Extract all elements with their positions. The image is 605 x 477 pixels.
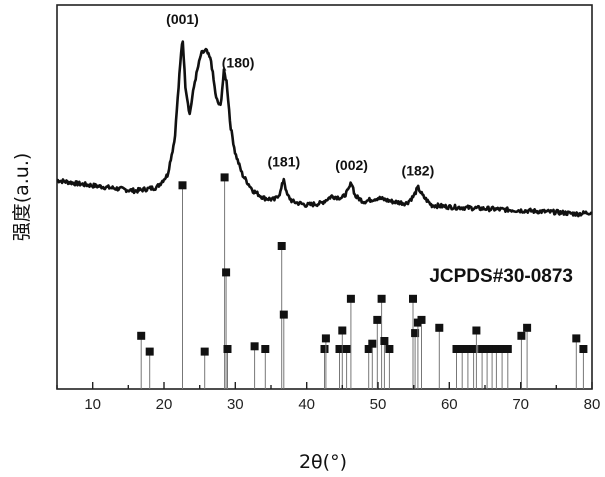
reference-marker [523,324,531,332]
peak-label-180: (180) [222,55,255,71]
reference-marker [222,268,230,276]
y-axis-title: 强度(a.u.) [11,153,33,242]
reference-marker [221,173,229,181]
reference-marker [409,295,417,303]
reference-marker [343,345,351,353]
reference-marker [179,181,187,189]
reference-marker [504,345,512,353]
reference-marker [146,348,154,356]
reference-marker [347,295,355,303]
reference-marker [418,316,426,324]
reference-marker [385,345,393,353]
x-tick-label: 60 [441,396,458,413]
peak-label-002: (002) [335,157,368,173]
x-tick-label: 30 [227,396,244,413]
peak-label-182: (182) [402,162,435,178]
reference-marker [321,345,329,353]
x-axis: 10 20 30 40 50 60 70 80 [57,382,600,413]
reference-marker [278,242,286,250]
reference-marker [579,345,587,353]
reference-marker [224,345,232,353]
reference-marker [435,324,443,332]
reference-label: JCPDS#30-0873 [429,266,573,287]
reference-marker [368,340,376,348]
x-axis-title: 2θ(°) [299,451,347,473]
reference-marker [322,334,330,342]
peak-label-001: (001) [166,11,199,27]
reference-marker [472,327,480,335]
x-tick-label: 20 [156,396,173,413]
plot-frame [57,5,592,389]
reference-marker [201,348,209,356]
x-tick-label: 40 [298,396,315,413]
x-tick-label: 50 [370,396,387,413]
x-tick-label: 10 [84,396,101,413]
reference-marker [338,327,346,335]
reference-marker [380,337,388,345]
peak-labels: (001) (180) (181) (002) (182) [166,11,434,178]
reference-marker [517,332,525,340]
peak-label-181: (181) [267,153,300,169]
x-tick-label: 70 [512,396,529,413]
reference-marker [378,295,386,303]
reference-marker [261,345,269,353]
reference-marker [137,332,145,340]
reference-marker [251,342,259,350]
x-tick-label: 80 [584,396,601,413]
reference-marker [280,311,288,319]
reference-marker [373,316,381,324]
xrd-pattern-line [57,42,592,217]
reference-marker [572,334,580,342]
